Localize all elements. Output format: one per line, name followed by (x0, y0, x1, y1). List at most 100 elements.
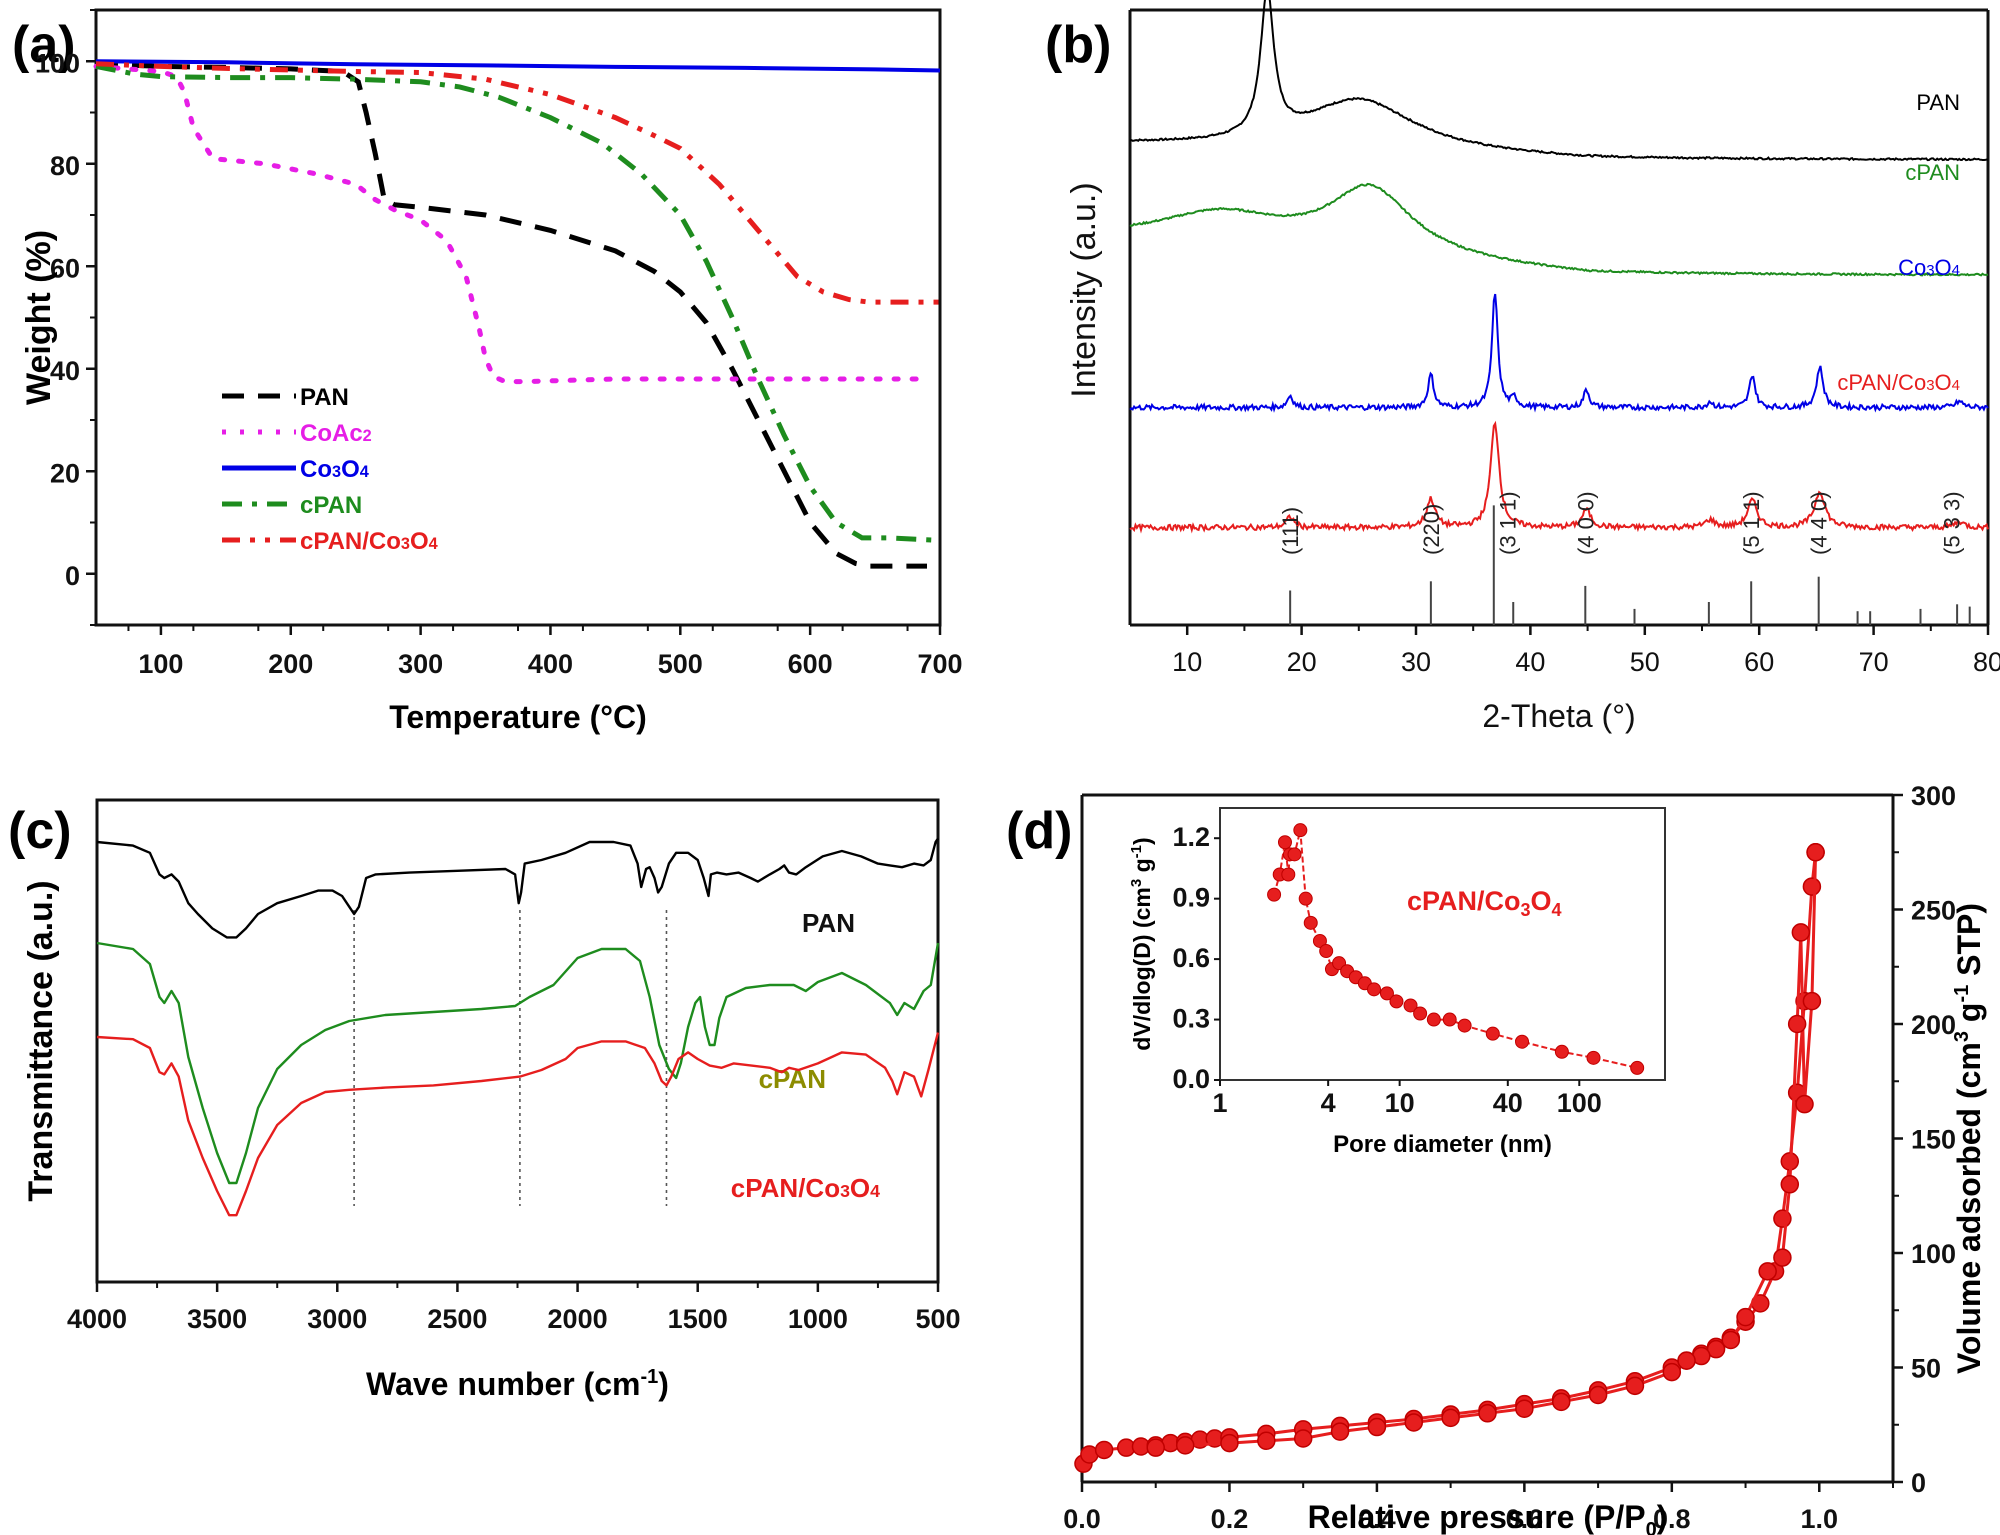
xrd-pattern-cpan (1129, 182, 1989, 277)
inset-x-tick-label: 4 (1321, 1088, 1336, 1118)
x-axis-title: Wave number (cm-1) (366, 1366, 669, 1402)
isotherm-point-desorption (1220, 1433, 1239, 1453)
legend-label: PAN (300, 384, 349, 411)
inset-point (1457, 1018, 1472, 1033)
inset-x-tick-label: 10 (1385, 1088, 1415, 1118)
miller-index-label: (4 0 0) (1573, 491, 1598, 555)
inset-y-tick-label: 0.6 (1172, 943, 1210, 973)
series-label: PAN (802, 908, 855, 938)
x-tick-label: 70 (1859, 647, 1889, 677)
x-tick-label: 3500 (187, 1304, 247, 1334)
isotherm-point-desorption (1806, 843, 1825, 862)
x-tick-label: 60 (1744, 647, 1774, 677)
xrd-pattern-cpan-co3o4 (1129, 420, 1989, 534)
inset-point (1281, 867, 1296, 882)
y-axis-title: Volume adsorbed (cm3 g-1 STP) (1951, 903, 1987, 1374)
x-tick-label: 0.6 (1506, 1504, 1544, 1534)
legend-label: Co3O4 (300, 456, 369, 483)
isotherm-point-desorption (1175, 1436, 1195, 1455)
inset-point (1312, 933, 1327, 948)
inset-pore-size-chart: 1 4 10 40 100 0.0 0.3 0.6 0.9 1.2 Pore diameter (n… (1128, 807, 1666, 1158)
inset-point (1413, 1006, 1428, 1021)
panel-b-xrd-chart: 10 20 30 40 50 60 70 80 2-Theta (°) Intensity (a.… (1065, 0, 2000, 734)
x-tick-label: 0.2 (1211, 1504, 1249, 1534)
legend-label: CoAc2 (300, 420, 372, 447)
isotherm-point-desorption (1478, 1404, 1497, 1423)
ftir-spectrum-pan (96, 837, 939, 939)
isotherm-point-desorption (1736, 1307, 1755, 1327)
inset-y-axis-title: dV/dlog(D) (cm3 g-1) (1128, 837, 1155, 1050)
y-tick-label: 40 (50, 356, 80, 386)
inset-point (1298, 891, 1313, 906)
y-axis-title: Weight (%) (20, 230, 58, 405)
isotherm-point-adsorption (1802, 877, 1822, 896)
inset-point (1293, 823, 1308, 838)
panel-label-d: (d) (1006, 802, 1072, 860)
miller-index-label: (3 1 1) (1496, 491, 1521, 555)
isotherm-point-desorption (1293, 1429, 1313, 1448)
xrd-pattern-pan (1129, 0, 1989, 162)
x-tick-label: 2500 (427, 1304, 487, 1334)
inset-series-label: cPAN/Co3O4 (1407, 886, 1562, 920)
x-axis-title: Relative pressure (P/P0) (1308, 1499, 1668, 1535)
isotherm-point-desorption (1780, 1175, 1800, 1194)
inset-point (1303, 915, 1318, 930)
isotherm-point-desorption (1791, 923, 1811, 942)
inset-point (1319, 944, 1334, 959)
inset-point (1426, 1012, 1441, 1027)
isotherm-point-desorption (1773, 1248, 1792, 1267)
ftir-spectrum-cpan (96, 941, 940, 1185)
x-tick-label: 700 (917, 649, 962, 679)
panel-label-b: (b) (1045, 16, 1111, 74)
isotherm-point-desorption (1721, 1330, 1741, 1350)
isotherm-point-desorption (1330, 1422, 1350, 1441)
y-tick-label: 50 (1911, 1354, 1941, 1384)
plot-frame (95, 798, 940, 1284)
isotherm-point-desorption (1625, 1376, 1645, 1396)
isotherm-point-desorption (1795, 1094, 1814, 1114)
inset-y-tick-label: 0.9 (1172, 883, 1210, 913)
y-axis-title: Transmittance (a.u.) (22, 880, 60, 1201)
inset-point (1442, 1012, 1457, 1027)
isotherm-point-desorption (1787, 1014, 1807, 1034)
y-tick-label: 100 (1911, 1239, 1956, 1269)
x-tick-label: 500 (915, 1304, 960, 1334)
series-label: cPAN/Co3O4 (1837, 370, 1960, 395)
inset-y-tick-label: 0.0 (1172, 1064, 1210, 1094)
x-tick-label: 1.0 (1800, 1504, 1838, 1534)
y-axis-title: Intensity (a.u.) (1065, 182, 1103, 397)
x-tick-label: 400 (528, 649, 573, 679)
x-tick-label: 20 (1287, 647, 1317, 677)
miller-index-label: (220) (1419, 504, 1444, 555)
x-axis-title: Temperature (°C) (389, 699, 647, 735)
series-label: Co3O4 (1898, 255, 1960, 280)
inset-point (1485, 1026, 1500, 1041)
inset-y-tick-label: 0.3 (1172, 1004, 1210, 1034)
isotherm-point-desorption (1515, 1399, 1534, 1418)
miller-index-label: (4 4 0) (1807, 491, 1832, 555)
inset-x-tick-label: 40 (1493, 1088, 1523, 1118)
isotherm-line-desorption (1155, 852, 1818, 1450)
isotherm-point-desorption (1588, 1385, 1608, 1405)
x-tick-label: 0.8 (1653, 1504, 1691, 1534)
y-tick-label: 200 (1911, 1010, 1956, 1040)
isotherm-point-desorption (1662, 1362, 1682, 1382)
isotherm-point-desorption (1257, 1431, 1276, 1451)
legend-label: cPAN (300, 492, 362, 519)
x-tick-label: 300 (398, 649, 443, 679)
inset-point (1389, 994, 1404, 1009)
series-label: PAN (1916, 90, 1960, 115)
y-tick-label: 0 (65, 561, 80, 591)
series-label: cPAN/Co3O4 (731, 1173, 880, 1203)
series-line-coac2 (93, 63, 930, 385)
x-tick-label: 30 (1401, 647, 1431, 677)
series-line-cpan-co3o4 (95, 61, 940, 305)
y-tick-label: 150 (1911, 1125, 1956, 1155)
x-tick-label: 1000 (788, 1304, 848, 1334)
x-tick-label: 0.4 (1358, 1504, 1396, 1534)
x-tick-label: 10 (1172, 647, 1202, 677)
series-line-cpan (95, 63, 941, 543)
x-tick-label: 0.0 (1063, 1504, 1101, 1534)
inset-point (1277, 835, 1292, 850)
